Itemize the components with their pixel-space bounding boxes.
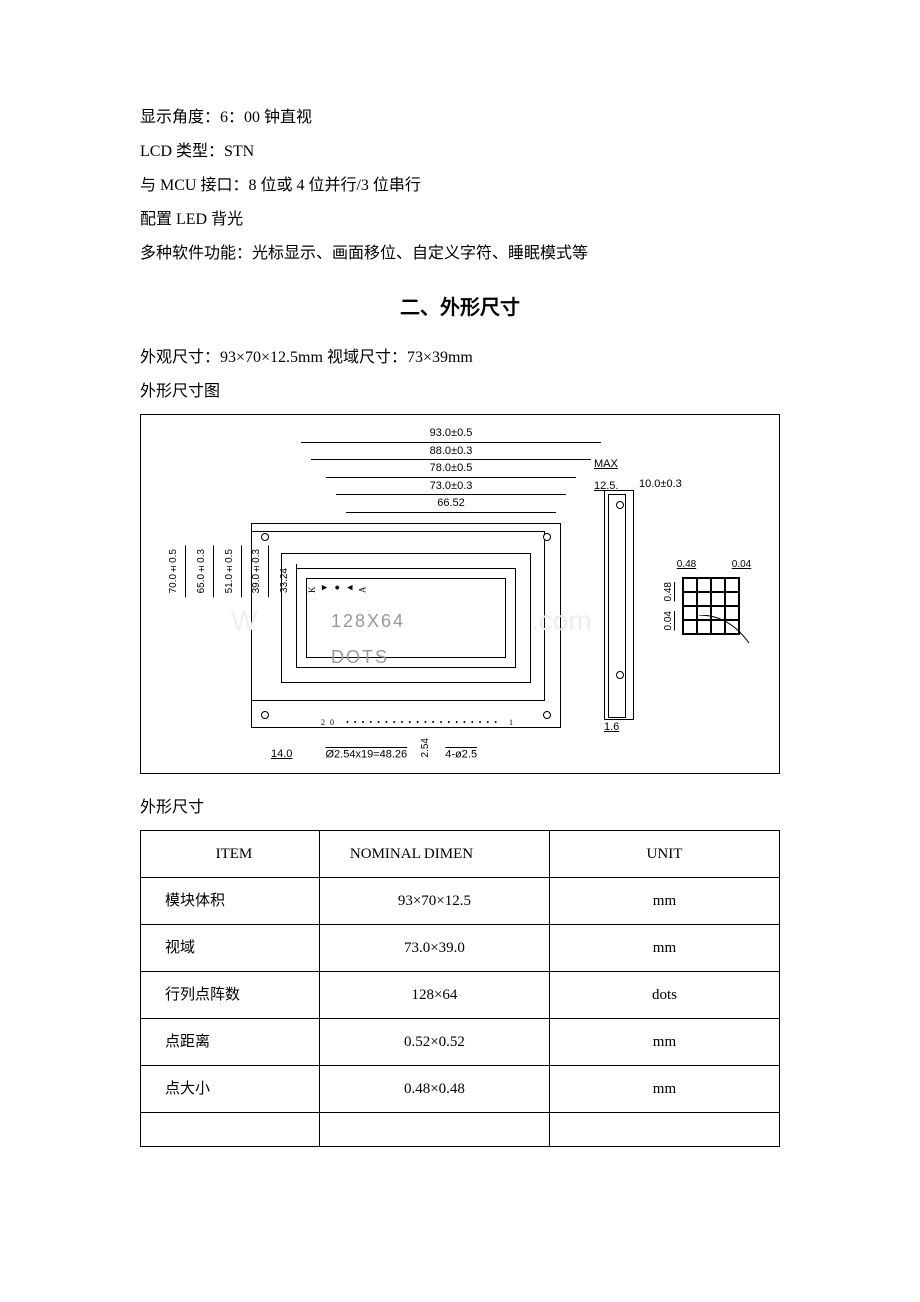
cell-unit: mm bbox=[549, 878, 779, 925]
dim-70: 70.0±0.5 bbox=[163, 545, 186, 597]
table-row: 模块体积 93×70×12.5 mm bbox=[141, 878, 780, 925]
depth-10: 10.0±0.3 bbox=[639, 473, 682, 495]
arrow-marks: K ◄ ● ► A bbox=[306, 583, 369, 593]
dim-51: 51.0±0.5 bbox=[219, 545, 242, 597]
cell-nominal: 73.0×39.0 bbox=[319, 925, 549, 972]
pixel-w: 0.48 bbox=[677, 555, 696, 575]
spec-mcu: 与 MCU 接口：8 位或 4 位并行/3 位串行 bbox=[140, 170, 780, 202]
dim-pitch: Ø2.54x19=48.26 bbox=[325, 748, 407, 760]
pixel-gap-h: 0.04 bbox=[659, 611, 679, 630]
pixel-gap-w: 0.04 bbox=[732, 555, 751, 575]
pin-20: 20 bbox=[321, 718, 339, 727]
spec-lcd-type: LCD 类型：STN bbox=[140, 136, 780, 168]
table-row: 点距离 0.52×0.52 mm bbox=[141, 1019, 780, 1066]
table-empty-row bbox=[141, 1113, 780, 1147]
dim-14: 14.0 bbox=[271, 748, 292, 760]
pin-header: 20 •••••••••••••••••••• 1 bbox=[321, 715, 518, 731]
table-row: 行列点阵数 128×64 dots bbox=[141, 972, 780, 1019]
pixel-detail: 0.48 0.04 0.48 0.04 bbox=[659, 555, 769, 635]
th-unit: UNIT bbox=[549, 831, 779, 878]
top-dimensions: 93.0±0.5 88.0±0.3 78.0±0.5 73.0±0.3 66.5… bbox=[291, 425, 611, 513]
th-nominal: NOMINAL DIMEN bbox=[319, 831, 549, 878]
cell-unit: dots bbox=[549, 972, 779, 1019]
dim-78: 78.0±0.5 bbox=[291, 460, 611, 477]
dim-73: 73.0±0.3 bbox=[291, 478, 611, 495]
th-item: ITEM bbox=[141, 831, 320, 878]
cell-item: 点大小 bbox=[141, 1066, 320, 1113]
dimension-table: ITEM NOMINAL DIMEN UNIT 模块体积 93×70×12.5 … bbox=[140, 830, 780, 1147]
table-row: 视域 73.0×39.0 mm bbox=[141, 925, 780, 972]
cell-item: 视域 bbox=[141, 925, 320, 972]
cell-unit: mm bbox=[549, 1019, 779, 1066]
cell-unit: mm bbox=[549, 1066, 779, 1113]
hole-dia: 4-ø2.5 bbox=[445, 748, 477, 760]
pixel-h: 0.48 bbox=[659, 582, 679, 601]
dim-93: 93.0±0.5 bbox=[291, 425, 611, 442]
spec-angle: 显示角度：6：00 钟直视 bbox=[140, 102, 780, 134]
dimension-diagram: 93.0±0.5 88.0±0.3 78.0±0.5 73.0±0.3 66.5… bbox=[140, 414, 780, 774]
spec-features: 多种软件功能：光标显示、画面移位、自定义字符、睡眠模式等 bbox=[140, 238, 780, 270]
side-1-6: 1.6 bbox=[604, 716, 619, 738]
cell-item: 模块体积 bbox=[141, 878, 320, 925]
dim-65: 65.0±0.3 bbox=[191, 545, 214, 597]
dim-2-54: 2.54 bbox=[416, 738, 436, 757]
table-header-row: ITEM NOMINAL DIMEN UNIT bbox=[141, 831, 780, 878]
table-row: 点大小 0.48×0.48 mm bbox=[141, 1066, 780, 1113]
spec-backlight: 配置 LED 背光 bbox=[140, 204, 780, 236]
watermark-left: W bbox=[231, 593, 257, 649]
bottom-annotations: 14.0 Ø2.54x19=48.26 2.54 4-ø2.5 bbox=[271, 738, 477, 765]
side-view: MAX 12.5. 10.0±0.3 1.6 bbox=[604, 455, 634, 720]
section-2-title: 二、外形尺寸 bbox=[140, 288, 780, 328]
cell-item: 行列点阵数 bbox=[141, 972, 320, 1019]
cell-nominal: 93×70×12.5 bbox=[319, 878, 549, 925]
cell-item: 点距离 bbox=[141, 1019, 320, 1066]
pixel-curve-icon bbox=[699, 615, 759, 645]
pin-1: 1 bbox=[509, 718, 518, 727]
after-figure-label: 外形尺寸 bbox=[140, 792, 780, 824]
cell-nominal: 0.48×0.48 bbox=[319, 1066, 549, 1113]
dim-66: 66.52 bbox=[291, 495, 611, 512]
dim-88: 88.0±0.3 bbox=[291, 443, 611, 460]
center-dots-label: 128X64 DOTS bbox=[331, 603, 405, 675]
figure-label: 外形尺寸图 bbox=[140, 376, 780, 408]
watermark-right: .com bbox=[531, 593, 592, 649]
dimension-summary: 外观尺寸：93×70×12.5mm 视域尺寸：73×39mm bbox=[140, 342, 780, 374]
cell-nominal: 0.52×0.52 bbox=[319, 1019, 549, 1066]
cell-nominal: 128×64 bbox=[319, 972, 549, 1019]
pin-dots: •••••••••••••••••••• bbox=[346, 718, 502, 727]
cell-unit: mm bbox=[549, 925, 779, 972]
